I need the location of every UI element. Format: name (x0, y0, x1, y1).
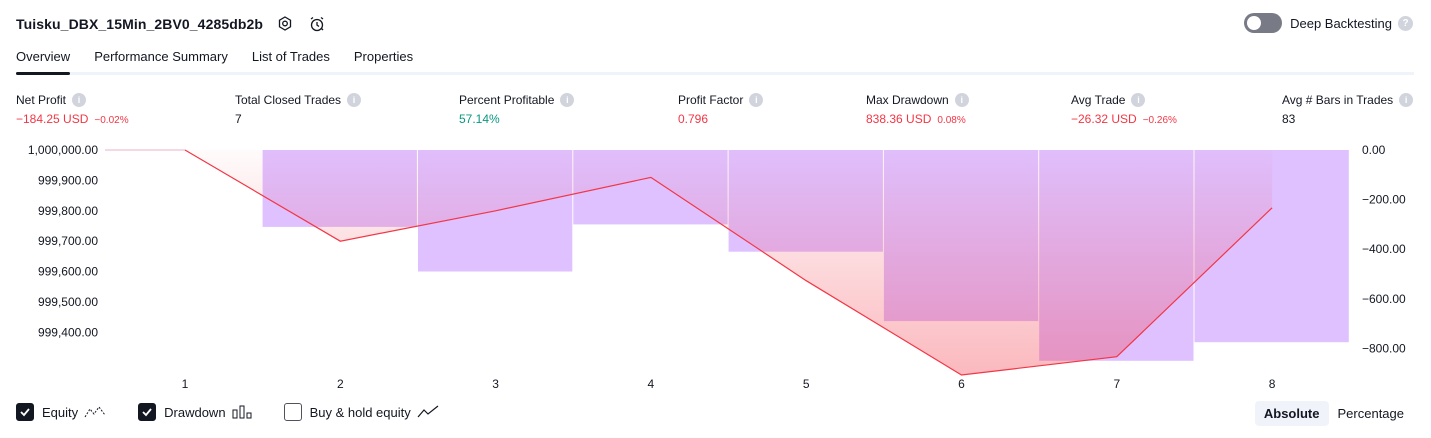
chart-legend: Equity Drawdown Buy & hold equity (16, 403, 471, 421)
x-axis-tick: 8 (1269, 377, 1276, 391)
metric-label: Total Closed Trades (235, 93, 342, 107)
metric-label: Percent Profitable (459, 93, 555, 107)
legend-label: Buy & hold equity (309, 404, 411, 420)
left-axis-tick: 999,400.00 (38, 325, 98, 339)
legend-buy-hold[interactable]: Buy & hold equity (283, 403, 439, 421)
deep-backtesting: Deep Backtesting ? (1244, 13, 1413, 33)
left-axis-tick: 999,900.00 (38, 173, 98, 187)
left-axis-tick: 999,800.00 (38, 204, 98, 218)
left-axis-tick: 999,500.00 (38, 295, 98, 309)
info-icon[interactable]: i (560, 93, 575, 107)
left-axis-tick: 999,600.00 (38, 265, 98, 279)
metric-label: Avg # Bars in Trades (1282, 93, 1394, 107)
metric-avg-trade: Avg Trade i −26.32 USD −0.26% (1071, 93, 1177, 126)
x-axis-tick: 6 (958, 377, 965, 391)
x-axis-tick: 7 (1113, 377, 1120, 391)
metric-net-profit: Net Profit i −184.25 USD −0.02% (16, 93, 129, 126)
equity-line[interactable] (184, 149, 1273, 376)
metric-avg-bars: Avg # Bars in Trades i 83 (1282, 93, 1414, 126)
info-icon[interactable]: i (954, 93, 969, 107)
tab-list-of-trades[interactable]: List of Trades (251, 49, 330, 64)
absolute-button[interactable]: Absolute (1254, 401, 1329, 426)
x-axis-tick: 5 (803, 377, 810, 391)
report-tabs: Overview Performance Summary List of Tra… (16, 47, 1414, 75)
toggle-knob (1247, 16, 1262, 30)
metric-sub: −0.02% (94, 115, 129, 126)
x-axis-tick: 4 (648, 377, 655, 391)
right-axis-tick: −200.00 (1362, 193, 1406, 207)
metric-value: 0.796 (678, 112, 709, 126)
deep-backtesting-toggle[interactable] (1244, 13, 1283, 33)
metric-profit-factor: Profit Factor i 0.796 (678, 93, 764, 126)
tab-properties[interactable]: Properties (353, 49, 414, 64)
metric-max-drawdown: Max Drawdown i 838.36 USD 0.08% (866, 93, 969, 126)
right-axis-tick: −800.00 (1362, 341, 1406, 355)
legend-equity[interactable]: Equity (16, 403, 106, 421)
info-icon[interactable]: i (72, 93, 87, 107)
info-icon[interactable]: i (1399, 93, 1414, 107)
x-axis-tick: 2 (337, 377, 344, 391)
metric-value: 83 (1282, 112, 1296, 126)
metric-value: 838.36 USD (866, 112, 932, 126)
equity-chart-svg: 1,000,000.00 999,900.00 999,800.00 999,700.… (28, 143, 1406, 391)
buy-hold-line-icon (417, 405, 439, 419)
equity-area (185, 150, 1273, 375)
equity-line-icon (84, 405, 106, 419)
tab-performance-summary[interactable]: Performance Summary (94, 49, 228, 64)
tab-overview[interactable]: Overview (16, 47, 71, 75)
settings-icon[interactable] (275, 14, 295, 34)
deep-backtesting-label: Deep Backtesting (1290, 15, 1392, 31)
right-axis-tick: 0.00 (1362, 143, 1386, 157)
drawdown-bars-icon (232, 405, 252, 419)
equity-checkbox[interactable] (16, 403, 34, 421)
metric-value: 7 (235, 112, 242, 126)
left-axis-tick: 1,000,000.00 (28, 143, 98, 157)
metric-sub: −0.26% (1142, 115, 1177, 126)
metric-label: Max Drawdown (866, 93, 949, 107)
metric-label: Net Profit (16, 93, 67, 107)
metric-sub: 0.08% (937, 115, 966, 126)
x-axis-tick: 3 (492, 377, 499, 391)
legend-drawdown[interactable]: Drawdown (138, 403, 252, 421)
info-icon[interactable]: i (749, 93, 764, 107)
drawdown-checkbox[interactable] (138, 403, 157, 421)
alarm-clock-icon[interactable] (307, 14, 327, 34)
equity-chart[interactable]: 1,000,000.00 999,900.00 999,800.00 999,700.… (0, 138, 1431, 396)
metric-value: 57.14% (459, 112, 500, 126)
metric-label: Profit Factor (678, 93, 744, 107)
help-icon[interactable]: ? (1398, 15, 1413, 31)
metric-value: −184.25 USD (16, 112, 89, 126)
info-icon[interactable]: i (347, 93, 362, 107)
x-axis-tick: 1 (182, 377, 189, 391)
strategy-header: Tuisku_DBX_15Min_2BV0_4285db2b (16, 12, 327, 36)
legend-label: Drawdown (164, 404, 226, 420)
metrics-row: Net Profit i −184.25 USD −0.02% Total Clos… (0, 93, 1431, 133)
strategy-title: Tuisku_DBX_15Min_2BV0_4285db2b (16, 16, 264, 32)
metric-total-closed-trades: Total Closed Trades i 7 (235, 93, 362, 126)
legend-label: Equity (42, 404, 79, 420)
metric-label: Avg Trade (1071, 93, 1126, 107)
right-axis-tick: −600.00 (1362, 292, 1406, 306)
right-axis-tick: −400.00 (1362, 242, 1406, 256)
percentage-button[interactable]: Percentage (1337, 406, 1405, 421)
metric-percent-profitable: Percent Profitable i 57.14% (459, 93, 575, 126)
metric-value: −26.32 USD (1071, 112, 1137, 126)
buy-hold-checkbox[interactable] (283, 403, 302, 421)
left-axis-tick: 999,700.00 (38, 234, 98, 248)
value-mode-switch: Absolute Percentage (1254, 401, 1413, 426)
info-icon[interactable]: i (1131, 93, 1146, 107)
